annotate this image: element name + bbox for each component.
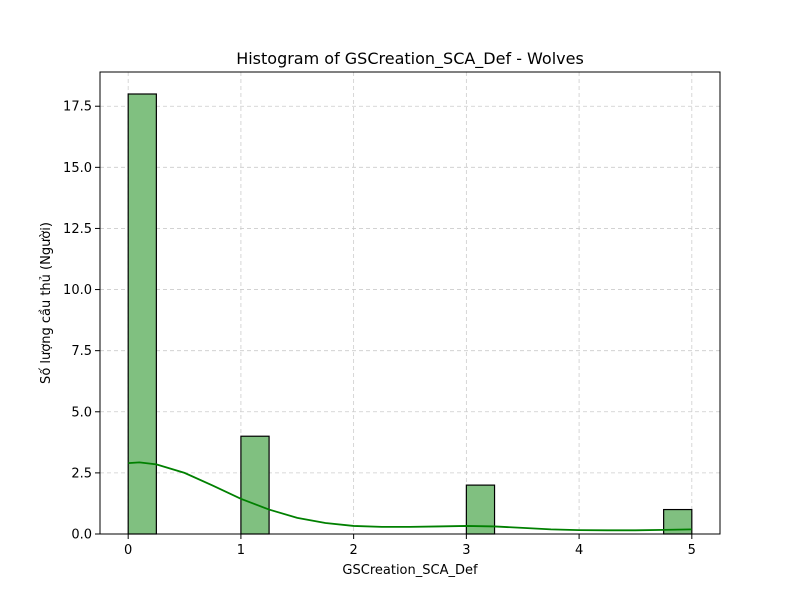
x-tick-label: 2 bbox=[349, 543, 357, 558]
y-tick-label: 0.0 bbox=[71, 528, 92, 543]
y-axis-title: Số lượng cầu thủ (Người) bbox=[39, 222, 54, 384]
chart-title: Histogram of GSCreation_SCA_Def - Wolves bbox=[236, 49, 584, 69]
x-tick-label: 3 bbox=[462, 543, 470, 558]
x-tick-label: 5 bbox=[688, 543, 696, 558]
kde-curve bbox=[128, 461, 692, 532]
y-tick-label: 17.5 bbox=[63, 100, 92, 115]
y-tick-label: 2.5 bbox=[71, 466, 92, 481]
plot-area-frame bbox=[99, 71, 721, 535]
x-axis-title: GSCreation_SCA_Def bbox=[342, 563, 478, 578]
x-tick-label: 4 bbox=[575, 543, 583, 558]
histogram-bars bbox=[127, 93, 693, 535]
y-tick-label: 10.0 bbox=[63, 283, 92, 298]
y-tick-label: 15.0 bbox=[63, 161, 92, 176]
histogram-bar bbox=[240, 435, 270, 535]
x-tick-label: 1 bbox=[237, 543, 245, 558]
y-tick-label: 12.5 bbox=[63, 222, 92, 237]
histogram-bar bbox=[127, 93, 157, 535]
x-axis-ticks: 0 1 2 3 4 5 bbox=[124, 534, 696, 558]
x-tick-label: 0 bbox=[124, 543, 132, 558]
y-tick-label: 5.0 bbox=[71, 405, 92, 420]
y-axis-ticks: 0.0 2.5 5.0 7.5 10.0 12.5 15.0 17.5 bbox=[63, 100, 100, 543]
y-tick-label: 7.5 bbox=[71, 344, 92, 359]
